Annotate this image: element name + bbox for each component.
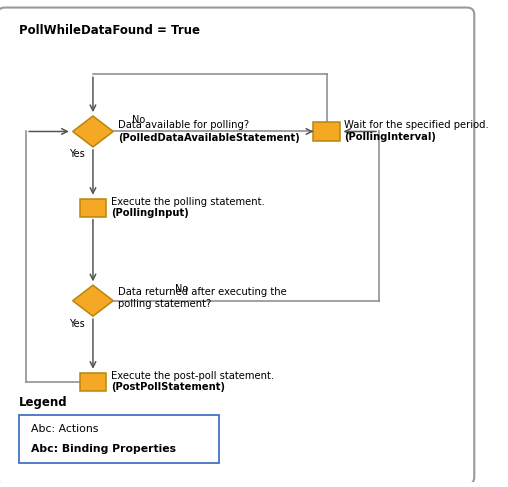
- Text: Data available for polling?: Data available for polling?: [118, 120, 249, 130]
- Text: Yes: Yes: [69, 150, 85, 159]
- Text: (PolledDataAvailableStatement): (PolledDataAvailableStatement): [118, 133, 300, 143]
- Polygon shape: [73, 285, 113, 316]
- Text: Abc: Binding Properties: Abc: Binding Properties: [31, 445, 176, 454]
- Text: (PostPollStatement): (PostPollStatement): [111, 382, 225, 393]
- Text: Legend: Legend: [19, 396, 68, 410]
- FancyBboxPatch shape: [80, 373, 106, 391]
- FancyBboxPatch shape: [19, 415, 219, 463]
- FancyBboxPatch shape: [0, 8, 474, 484]
- Text: Wait for the specified period.: Wait for the specified period.: [344, 120, 489, 131]
- Text: Execute the polling statement.: Execute the polling statement.: [111, 197, 265, 206]
- Text: No: No: [175, 284, 188, 294]
- Text: Yes: Yes: [69, 318, 85, 329]
- Text: polling statement?: polling statement?: [118, 299, 211, 309]
- FancyBboxPatch shape: [80, 199, 106, 217]
- Text: PollWhileDataFound = True: PollWhileDataFound = True: [19, 24, 200, 37]
- FancyBboxPatch shape: [313, 122, 340, 141]
- Text: No: No: [132, 115, 145, 125]
- Text: Abc: Actions: Abc: Actions: [31, 424, 99, 434]
- Text: Data returned after executing the: Data returned after executing the: [118, 287, 287, 297]
- Text: Execute the post-poll statement.: Execute the post-poll statement.: [111, 371, 274, 380]
- Text: (PollingInput): (PollingInput): [111, 208, 188, 219]
- Text: (PollingInterval): (PollingInterval): [344, 132, 436, 142]
- Polygon shape: [73, 116, 113, 147]
